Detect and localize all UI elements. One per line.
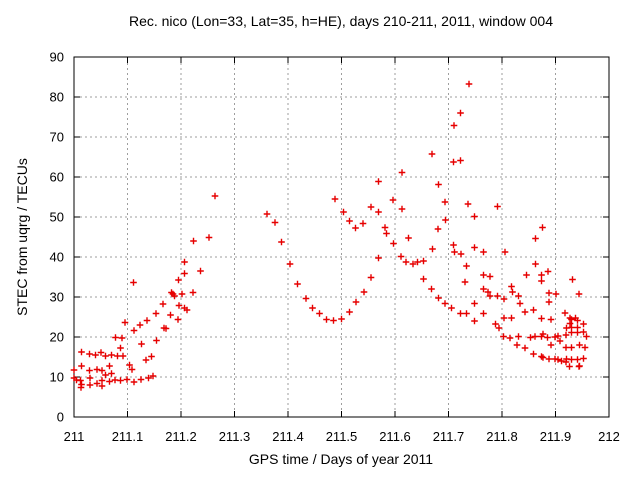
svg-text:211.1: 211.1 [112, 429, 144, 444]
svg-text:30: 30 [50, 290, 64, 305]
svg-text:40: 40 [50, 250, 64, 265]
svg-text:211.7: 211.7 [433, 429, 465, 444]
svg-text:80: 80 [50, 90, 64, 105]
svg-text:211.3: 211.3 [219, 429, 251, 444]
svg-text:60: 60 [50, 170, 64, 185]
svg-text:211.6: 211.6 [379, 429, 411, 444]
svg-text:20: 20 [50, 330, 64, 345]
svg-text:211.8: 211.8 [486, 429, 518, 444]
svg-text:50: 50 [50, 210, 64, 225]
chart-title: Rec. nico (Lon=33, Lat=35, h=HE), days 2… [129, 13, 553, 29]
x-tick-labels: 211 211.1 211.2 211.3 211.4 211.5 211.6 211.7 21… [64, 429, 620, 444]
y-axis-label: STEC from uqrg / TECUs [14, 158, 30, 316]
gridlines [75, 58, 608, 416]
x-axis-label: GPS time / Days of year 2011 [249, 451, 433, 467]
svg-text:10: 10 [50, 370, 64, 385]
svg-text:211.9: 211.9 [540, 429, 572, 444]
svg-text:211: 211 [64, 429, 85, 444]
svg-text:211.4: 211.4 [272, 429, 304, 444]
svg-text:211.2: 211.2 [165, 429, 197, 444]
y-tick-labels: 0 10 20 30 40 50 60 70 80 90 [50, 50, 64, 425]
plot-border [73, 56, 610, 418]
svg-text:70: 70 [50, 130, 64, 145]
svg-text:0: 0 [57, 410, 64, 425]
svg-text:211.5: 211.5 [326, 429, 358, 444]
data-points [70, 80, 590, 391]
svg-text:90: 90 [50, 50, 64, 65]
svg-text:212: 212 [598, 429, 620, 444]
